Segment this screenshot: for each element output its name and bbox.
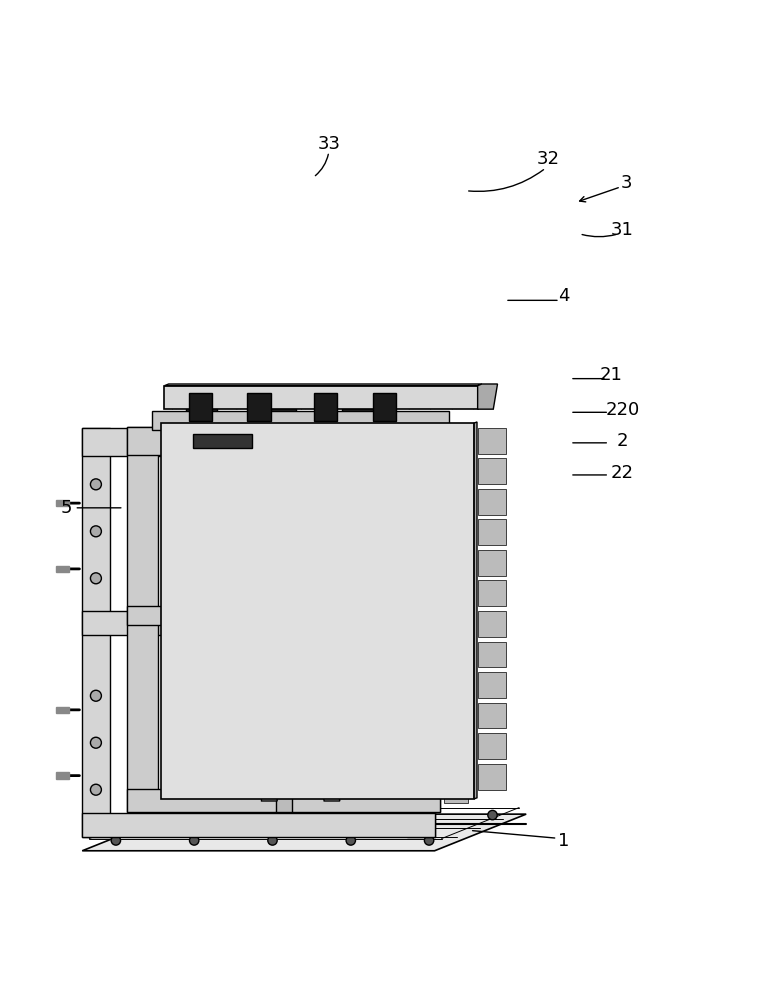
Polygon shape: [82, 428, 110, 837]
Polygon shape: [189, 393, 212, 421]
Circle shape: [91, 690, 101, 701]
Circle shape: [488, 810, 497, 820]
Circle shape: [91, 479, 101, 490]
Polygon shape: [186, 404, 217, 432]
Polygon shape: [478, 489, 506, 515]
Polygon shape: [444, 472, 467, 498]
Circle shape: [91, 784, 101, 795]
Polygon shape: [164, 386, 478, 409]
Polygon shape: [82, 611, 435, 635]
Polygon shape: [174, 469, 260, 592]
Polygon shape: [82, 814, 526, 851]
Polygon shape: [444, 716, 467, 742]
Polygon shape: [478, 733, 506, 759]
Polygon shape: [474, 422, 477, 799]
Polygon shape: [127, 427, 158, 812]
Polygon shape: [444, 563, 467, 589]
Polygon shape: [478, 642, 506, 667]
Bar: [56, 566, 69, 572]
Polygon shape: [315, 469, 401, 592]
Polygon shape: [127, 427, 440, 455]
Bar: [56, 500, 69, 506]
Polygon shape: [478, 764, 506, 790]
Text: 3: 3: [621, 174, 632, 192]
Polygon shape: [174, 657, 260, 780]
Polygon shape: [444, 777, 467, 803]
Circle shape: [253, 810, 262, 820]
Polygon shape: [264, 404, 295, 432]
Text: 4: 4: [558, 287, 569, 305]
Circle shape: [189, 836, 199, 845]
Polygon shape: [444, 625, 467, 650]
Polygon shape: [315, 657, 401, 780]
Bar: [56, 772, 69, 779]
Bar: [56, 707, 69, 713]
Polygon shape: [478, 428, 506, 454]
Polygon shape: [247, 393, 271, 421]
Polygon shape: [478, 384, 497, 409]
Text: 220: 220: [605, 401, 640, 419]
Polygon shape: [444, 747, 467, 773]
Text: 33: 33: [317, 135, 341, 153]
Polygon shape: [478, 519, 506, 545]
Polygon shape: [444, 655, 467, 681]
Polygon shape: [152, 411, 449, 430]
Circle shape: [424, 836, 434, 845]
Polygon shape: [478, 580, 506, 606]
Polygon shape: [164, 384, 482, 386]
Polygon shape: [127, 789, 440, 812]
Circle shape: [410, 810, 419, 820]
Polygon shape: [478, 611, 506, 637]
Circle shape: [268, 836, 277, 845]
Polygon shape: [127, 606, 440, 625]
Text: 21: 21: [599, 366, 622, 384]
Polygon shape: [478, 672, 506, 698]
Circle shape: [91, 737, 101, 748]
Polygon shape: [193, 434, 251, 448]
Text: 1: 1: [558, 832, 569, 850]
Polygon shape: [478, 458, 506, 484]
Polygon shape: [409, 427, 440, 812]
Circle shape: [91, 573, 101, 584]
Polygon shape: [342, 404, 373, 432]
Polygon shape: [444, 533, 467, 559]
Polygon shape: [82, 428, 435, 456]
Polygon shape: [82, 813, 435, 837]
Polygon shape: [478, 550, 506, 576]
Circle shape: [346, 836, 355, 845]
Text: 2: 2: [617, 432, 628, 450]
Text: 31: 31: [611, 221, 634, 239]
Polygon shape: [276, 427, 291, 812]
Circle shape: [266, 609, 285, 628]
Polygon shape: [444, 502, 467, 528]
Polygon shape: [251, 707, 329, 716]
Polygon shape: [478, 703, 506, 728]
Polygon shape: [407, 428, 435, 837]
Circle shape: [331, 810, 341, 820]
Polygon shape: [248, 619, 277, 801]
Text: 5: 5: [61, 499, 72, 517]
Polygon shape: [444, 686, 467, 711]
Polygon shape: [444, 594, 467, 620]
Polygon shape: [314, 393, 337, 421]
Circle shape: [111, 836, 121, 845]
Polygon shape: [287, 619, 340, 801]
Text: 22: 22: [611, 464, 634, 482]
Polygon shape: [161, 423, 474, 799]
Circle shape: [91, 526, 101, 537]
Polygon shape: [444, 441, 467, 467]
Circle shape: [175, 810, 184, 820]
Text: 32: 32: [536, 150, 560, 168]
Polygon shape: [373, 393, 396, 421]
